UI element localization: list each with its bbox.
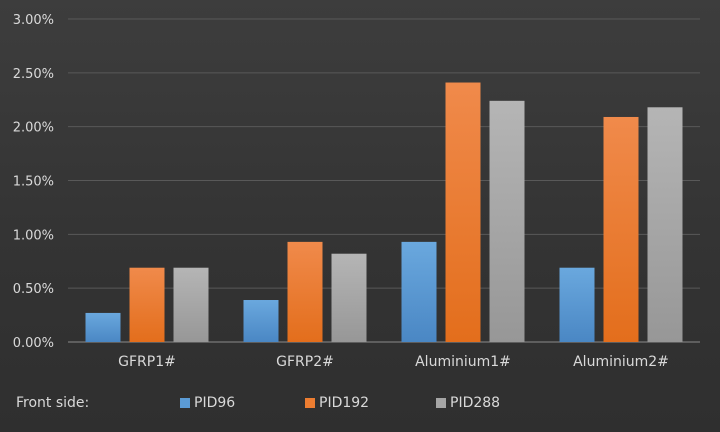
x-category-label: GFRP2#: [276, 354, 334, 370]
bar-pid288-aluminium2: [647, 107, 683, 342]
gridlines: [68, 18, 700, 343]
bar-pid192-gfrp1: [129, 267, 165, 342]
x-axis-categories: GFRP1# GFRP2# Aluminium1# Aluminium2#: [118, 354, 669, 370]
legend-label: PID192: [319, 395, 370, 411]
y-tick-label: 0.00%: [13, 336, 54, 351]
legend-swatch: [180, 398, 190, 408]
bar-pid96-gfrp2: [243, 300, 279, 342]
bar-pid288-gfrp1: [173, 267, 209, 342]
legend-item-pid96: PID96: [180, 395, 235, 411]
legend: Front side: PID96 PID192 PID288: [0, 392, 720, 416]
legend-label: PID96: [194, 395, 236, 411]
y-tick-label: 0.50%: [13, 282, 54, 297]
bar-pid288-gfrp2: [331, 253, 367, 342]
bar-pid192-aluminium1: [445, 82, 481, 343]
x-category-label: GFRP1#: [118, 354, 176, 370]
plot-area: 0.00% 0.50% 1.00% 1.50% 2.00% 2.50% 3.00% GFRP…: [13, 13, 700, 370]
bar-pid96-gfrp1: [85, 312, 121, 342]
bar-pid96-aluminium2: [559, 267, 595, 342]
y-tick-label: 2.00%: [13, 121, 54, 136]
y-tick-label: 2.50%: [13, 67, 54, 82]
bar-pid192-gfrp2: [287, 241, 323, 342]
legend-label: PID288: [450, 395, 501, 411]
x-category-label: Aluminium2#: [573, 354, 669, 370]
legend-item-pid288: PID288: [436, 395, 500, 411]
legend-swatch: [305, 398, 315, 408]
legend-prefix: Front side:: [16, 395, 90, 411]
y-axis-ticks: 0.00% 0.50% 1.00% 1.50% 2.00% 2.50% 3.00%: [13, 13, 54, 351]
bar-pid192-aluminium2: [603, 116, 639, 342]
bar-pid288-aluminium1: [489, 100, 525, 343]
y-tick-label: 3.00%: [13, 13, 54, 28]
x-category-label: Aluminium1#: [415, 354, 511, 370]
y-tick-label: 1.00%: [13, 228, 54, 243]
legend-item-pid192: PID192: [305, 395, 369, 411]
y-tick-label: 1.50%: [13, 175, 54, 190]
bar-pid96-aluminium1: [401, 241, 437, 342]
bars: [85, 82, 683, 343]
legend-swatch: [436, 398, 446, 408]
